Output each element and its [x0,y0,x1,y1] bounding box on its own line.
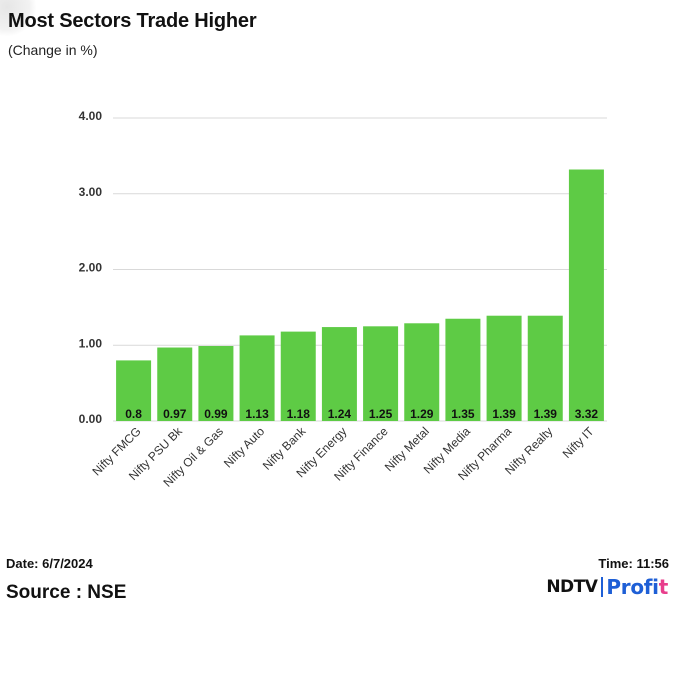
data-labels: 0.8 0.97 0.99 1.13 1.18 1.24 1.25 1.29 1.35 1.39 1… [125,407,598,421]
y-tick-label: 2.00 [79,261,103,275]
data-label: 1.25 [369,407,393,421]
y-tick-label: 1.00 [79,336,103,350]
y-axis-ticks: 0.00 1.00 2.00 3.00 4.00 [79,109,103,426]
bar [527,315,563,421]
ndtv-profit-logo: NDTV Profit [546,575,668,599]
logo-product: Profit [606,575,668,599]
data-label: 1.18 [287,407,311,421]
time-label: Time: 11:56 [598,556,669,571]
data-label: 1.35 [451,407,475,421]
bar [198,346,234,421]
date-label: Date: 6/7/2024 [6,556,93,571]
bars [116,169,604,421]
data-label: 1.29 [410,407,434,421]
logo-product-last: t [658,575,669,599]
data-label: 0.99 [204,407,228,421]
data-label: 1.39 [492,407,516,421]
bar [280,331,316,421]
bar [568,169,604,421]
bar [363,326,399,421]
data-label: 1.24 [328,407,352,421]
logo-product-main: Profi [606,575,659,599]
y-tick-label: 3.00 [79,185,103,199]
data-label: 1.39 [534,407,558,421]
bar [445,318,481,421]
chart-subtitle: (Change in %) [8,42,98,58]
y-tick-label: 4.00 [79,109,103,123]
source-label: Source : NSE [6,582,127,603]
data-label: 3.32 [575,407,599,421]
bar [486,315,522,421]
bar [116,360,152,421]
data-label: 0.97 [163,407,187,421]
y-tick-label: 0.00 [79,412,103,426]
bar [321,327,357,421]
data-label: 1.13 [245,407,269,421]
gridlines [113,117,607,422]
bar [404,323,440,421]
bar-chart: 0.00 1.00 2.00 3.00 4.00 0.8 0.97 0.99 1.13 1.18… [79,109,607,490]
chart-title: Most Sectors Trade Higher [8,10,257,32]
x-tick-label: Nifty IT [560,424,597,461]
bar [239,335,275,421]
logo-separator [601,577,604,597]
data-label: 0.8 [125,407,142,421]
bar [157,347,193,421]
logo-brand: NDTV [546,577,598,597]
